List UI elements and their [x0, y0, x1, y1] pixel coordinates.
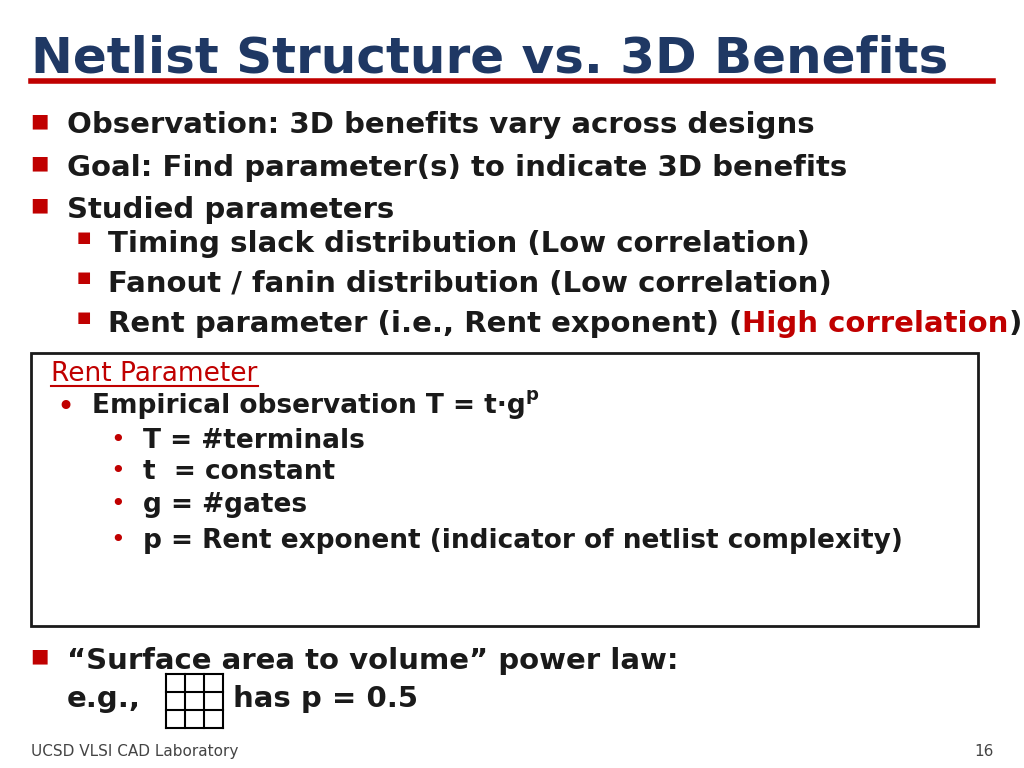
- Text: Timing slack distribution (Low correlation): Timing slack distribution (Low correlati…: [108, 230, 809, 258]
- Text: Empirical observation T = t·g: Empirical observation T = t·g: [92, 393, 526, 419]
- Text: 16: 16: [974, 743, 993, 759]
- Text: High correlation: High correlation: [742, 310, 1009, 338]
- Text: p = Rent exponent (indicator of netlist complexity): p = Rent exponent (indicator of netlist …: [143, 528, 903, 554]
- Text: has p = 0.5: has p = 0.5: [233, 685, 419, 713]
- Text: p: p: [526, 386, 539, 403]
- Text: Rent Parameter: Rent Parameter: [51, 361, 258, 387]
- Text: t  = constant: t = constant: [143, 459, 336, 485]
- Text: g = #gates: g = #gates: [143, 492, 307, 518]
- Text: •: •: [111, 428, 125, 452]
- Text: ■: ■: [31, 111, 49, 131]
- Text: Rent parameter (i.e., Rent exponent) (: Rent parameter (i.e., Rent exponent) (: [108, 310, 742, 338]
- Text: ■: ■: [31, 196, 49, 215]
- Text: Goal: Find parameter(s) to indicate 3D benefits: Goal: Find parameter(s) to indicate 3D b…: [67, 154, 847, 181]
- Text: e.g.,: e.g.,: [67, 685, 140, 713]
- Text: ■: ■: [31, 154, 49, 173]
- Text: “Surface area to volume” power law:: “Surface area to volume” power law:: [67, 647, 678, 674]
- Text: •: •: [111, 492, 125, 515]
- Text: ■: ■: [31, 647, 49, 666]
- Text: ■: ■: [77, 230, 91, 246]
- Text: •: •: [111, 528, 125, 552]
- Text: T = #terminals: T = #terminals: [143, 428, 366, 454]
- Text: ): ): [1009, 310, 1022, 338]
- Text: Observation: 3D benefits vary across designs: Observation: 3D benefits vary across des…: [67, 111, 814, 139]
- Text: Netlist Structure vs. 3D Benefits: Netlist Structure vs. 3D Benefits: [31, 35, 948, 83]
- Text: •: •: [111, 459, 125, 483]
- Text: UCSD VLSI CAD Laboratory: UCSD VLSI CAD Laboratory: [31, 743, 239, 759]
- Text: Fanout / fanin distribution (Low correlation): Fanout / fanin distribution (Low correla…: [108, 270, 831, 298]
- Text: Studied parameters: Studied parameters: [67, 196, 394, 223]
- FancyBboxPatch shape: [31, 353, 978, 626]
- Text: ■: ■: [77, 270, 91, 286]
- Text: •: •: [56, 393, 75, 422]
- Text: ■: ■: [77, 310, 91, 326]
